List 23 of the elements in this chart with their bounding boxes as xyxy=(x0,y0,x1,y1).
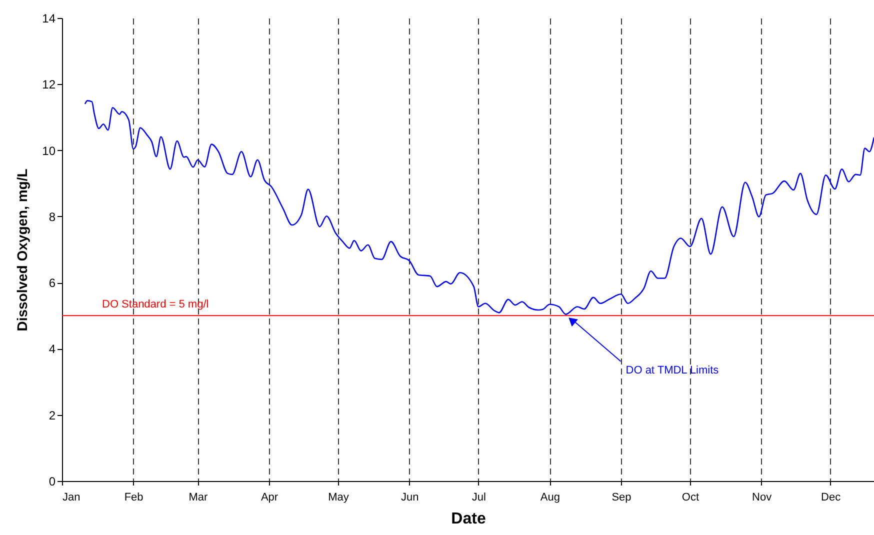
y-tick-label: 4 xyxy=(48,342,56,356)
y-tick-label: 2 xyxy=(48,408,56,422)
x-tick-label: Jun xyxy=(400,492,419,504)
y-tick-label: 10 xyxy=(42,144,56,158)
y-tick-label: 14 xyxy=(42,12,56,26)
x-tick-label: Dec xyxy=(821,492,842,504)
y-tick-label: 0 xyxy=(48,474,56,488)
x-tick-label: Aug xyxy=(540,492,560,504)
y-axis-title: Dissolved Oxygen, mg/L xyxy=(14,168,30,332)
x-tick-label: Jan xyxy=(62,492,80,504)
x-tick-label: Oct xyxy=(682,492,700,504)
x-tick-label: Sep xyxy=(612,492,632,504)
x-axis-title: Date xyxy=(451,510,486,528)
x-tick-label: Jul xyxy=(472,492,486,504)
y-tick-label: 8 xyxy=(48,210,56,224)
ref-line-label: DO Standard = 5 mg/l xyxy=(102,298,209,311)
x-tick-label: Apr xyxy=(260,492,278,504)
x-tick-label: May xyxy=(328,492,350,504)
y-tick-label: 12 xyxy=(42,78,56,92)
x-tick-label: Feb xyxy=(124,492,144,504)
y-tick-label: 6 xyxy=(48,276,56,290)
x-tick-label: Mar xyxy=(188,492,208,504)
x-tick-label: Nov xyxy=(752,492,772,504)
